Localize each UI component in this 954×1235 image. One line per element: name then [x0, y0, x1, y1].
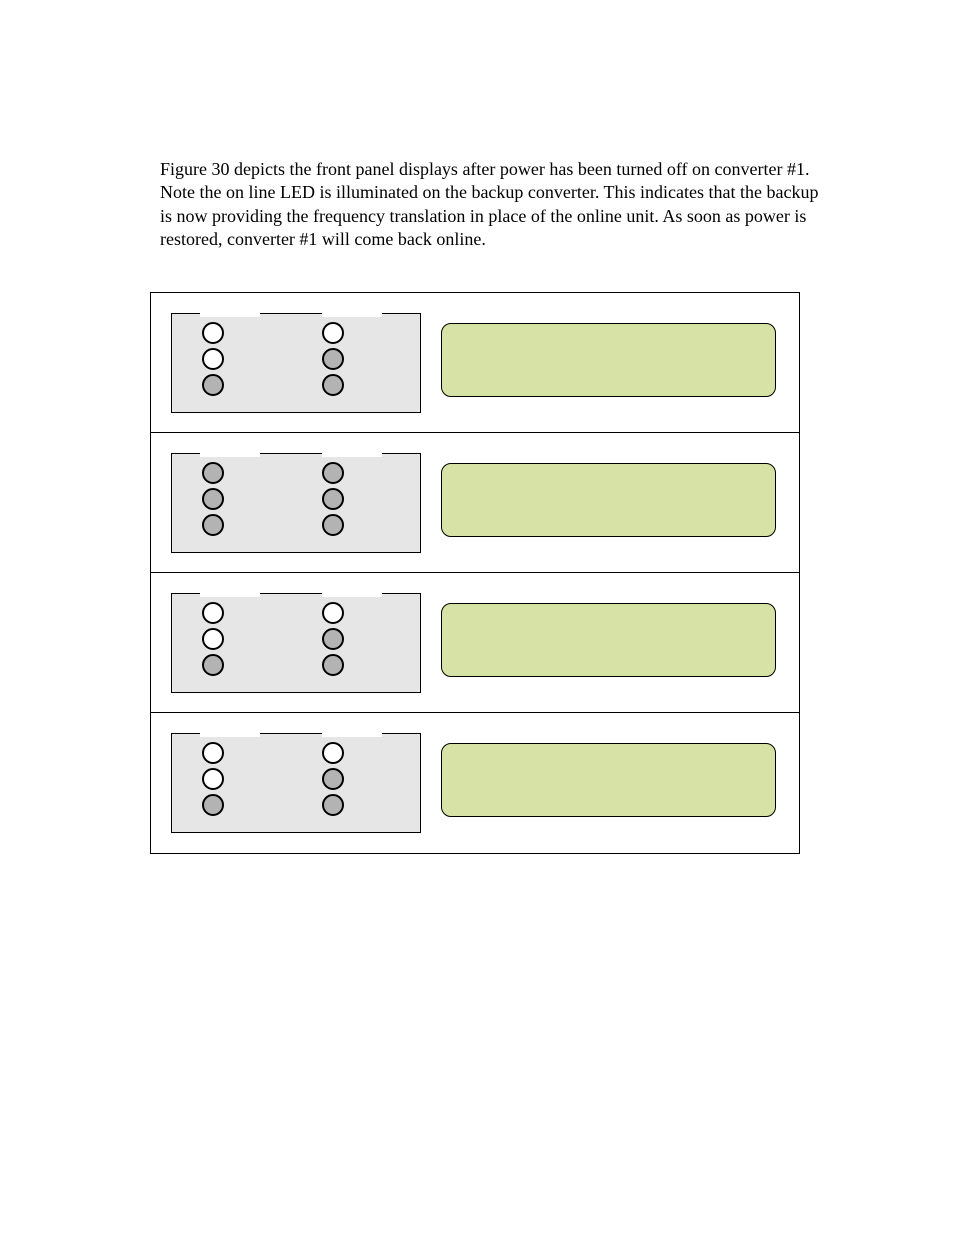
led-indicator [202, 322, 224, 344]
led-indicator [322, 768, 344, 790]
converter-unit [151, 433, 799, 573]
converter-rack [150, 292, 800, 854]
lcd-display [441, 743, 776, 817]
converter-unit [151, 573, 799, 713]
lcd-display [441, 463, 776, 537]
converter-unit [151, 713, 799, 853]
led-panel [171, 733, 421, 833]
led-indicator [202, 602, 224, 624]
lcd-display [441, 603, 776, 677]
led-panel [171, 593, 421, 693]
led-indicator [322, 462, 344, 484]
led-indicator [322, 488, 344, 510]
led-indicator [202, 374, 224, 396]
led-indicator [322, 742, 344, 764]
led-indicator [202, 654, 224, 676]
led-indicator [322, 654, 344, 676]
led-indicator [202, 794, 224, 816]
converter-unit [151, 293, 799, 433]
led-indicator [322, 602, 344, 624]
led-indicator [202, 348, 224, 370]
led-indicator [322, 794, 344, 816]
led-indicator [202, 488, 224, 510]
led-indicator [322, 628, 344, 650]
led-panel [171, 313, 421, 413]
led-indicator [202, 514, 224, 536]
lcd-display [441, 323, 776, 397]
led-indicator [202, 768, 224, 790]
figure-caption: Figure 30 depicts the front panel displa… [160, 158, 834, 252]
led-indicator [202, 628, 224, 650]
led-indicator [322, 348, 344, 370]
led-indicator [322, 322, 344, 344]
led-indicator [202, 462, 224, 484]
led-indicator [202, 742, 224, 764]
led-indicator [322, 374, 344, 396]
led-panel [171, 453, 421, 553]
led-indicator [322, 514, 344, 536]
